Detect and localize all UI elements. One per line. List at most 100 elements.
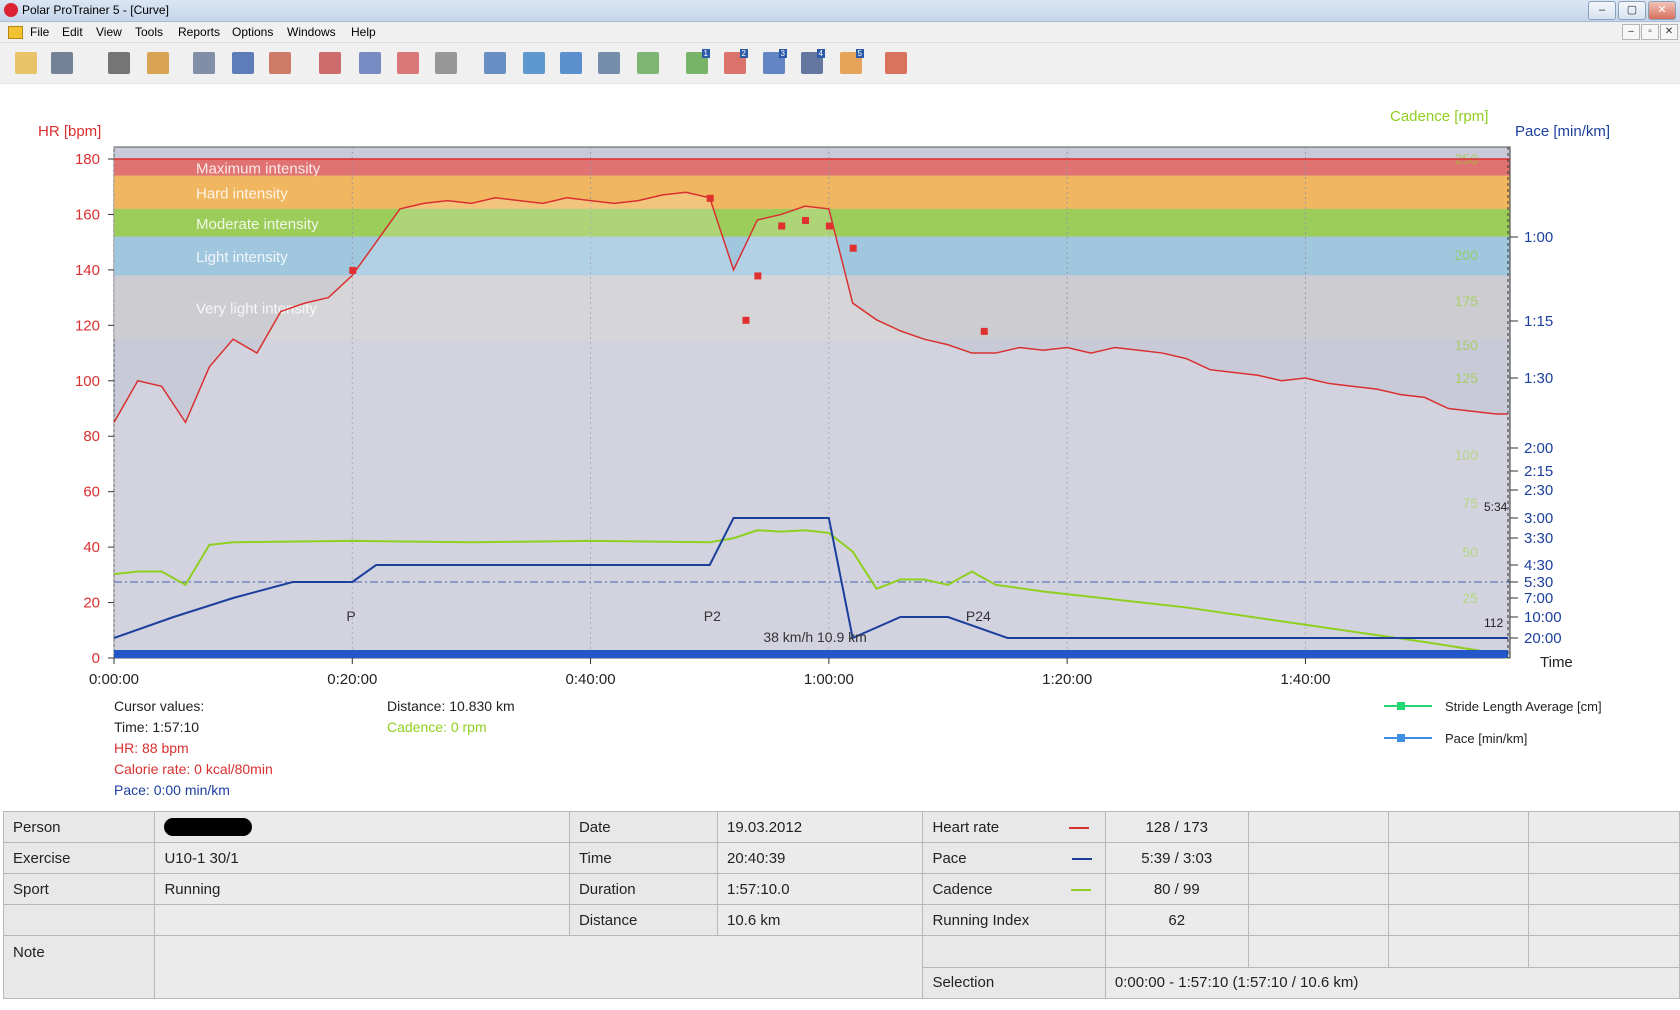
zoom-1-1-button[interactable] bbox=[481, 49, 509, 77]
duration-label: Duration bbox=[568, 873, 719, 905]
info-chart-icon bbox=[523, 52, 545, 74]
sport-3-button[interactable]: 3 bbox=[760, 49, 788, 77]
marker-button[interactable] bbox=[557, 49, 585, 77]
multi-curve-button[interactable] bbox=[634, 49, 662, 77]
zone-band bbox=[114, 208, 1510, 237]
hr-tick-label: 60 bbox=[83, 484, 100, 501]
pace-tick-label: 3:00 bbox=[1524, 510, 1553, 527]
table-view-button[interactable] bbox=[432, 49, 460, 77]
bar-view-button[interactable] bbox=[356, 49, 384, 77]
zone-band bbox=[114, 175, 1510, 209]
open-folder-icon bbox=[15, 52, 37, 74]
book-button[interactable] bbox=[229, 49, 257, 77]
minimize-button[interactable]: – bbox=[1588, 1, 1616, 20]
pace-swatch bbox=[1071, 857, 1092, 860]
legend-label: Stride Length Average [cm] bbox=[1445, 699, 1602, 714]
mdi-minimize-button[interactable]: – bbox=[1622, 24, 1640, 40]
sync-person-button[interactable] bbox=[105, 49, 133, 77]
time-axis-label: Time bbox=[1540, 654, 1573, 671]
save-disk-icon bbox=[51, 52, 73, 74]
zone-label: Very light intensity bbox=[196, 300, 317, 317]
exercise-value[interactable]: U10-1 30/1 bbox=[154, 842, 570, 874]
menu-options[interactable]: Options bbox=[232, 25, 274, 39]
empty-cell bbox=[1247, 904, 1389, 936]
cadence-tick-label: 125 bbox=[1455, 370, 1479, 386]
pace-value: 5:39 / 3:03 bbox=[1104, 842, 1249, 874]
mdi-restore-button[interactable]: ▫ bbox=[1641, 24, 1659, 40]
cadence-tick-label: 175 bbox=[1455, 293, 1479, 309]
hr-tick-label: 120 bbox=[75, 317, 100, 334]
empty-cell bbox=[1247, 811, 1389, 843]
menu-view[interactable]: View bbox=[96, 25, 122, 39]
menu-edit[interactable]: Edit bbox=[62, 25, 83, 39]
person-tip-button[interactable] bbox=[266, 49, 294, 77]
percent-view-button[interactable] bbox=[394, 49, 422, 77]
hr-tick-label: 20 bbox=[83, 595, 100, 612]
menu-tools[interactable]: Tools bbox=[135, 25, 164, 39]
bar-view-icon bbox=[359, 52, 381, 74]
close-button[interactable]: ✕ bbox=[1648, 1, 1676, 20]
note-field[interactable] bbox=[154, 935, 924, 999]
distance-label: Distance bbox=[568, 904, 719, 936]
sport-value[interactable]: Running bbox=[154, 873, 570, 905]
calendar-icon bbox=[193, 52, 215, 74]
settings-person-button[interactable] bbox=[144, 49, 172, 77]
sport-4-button[interactable]: 4 bbox=[798, 49, 826, 77]
menu-help[interactable]: Help bbox=[351, 25, 376, 39]
empty-cell bbox=[1387, 904, 1530, 936]
menu-file[interactable]: File bbox=[30, 25, 50, 39]
cursor-pace-readout: 5:34 bbox=[1484, 500, 1508, 514]
date-label: Date bbox=[568, 811, 719, 843]
hr-label-text: Heart rate bbox=[932, 818, 1000, 836]
hr-label: Heart rate bbox=[922, 811, 1106, 843]
hr-zone-marker bbox=[849, 244, 857, 252]
curve-view-button[interactable] bbox=[316, 49, 344, 77]
calendar-button[interactable] bbox=[190, 49, 218, 77]
document-icon[interactable] bbox=[8, 26, 23, 39]
sport-number: 3 bbox=[778, 49, 787, 58]
save-disk-button[interactable] bbox=[48, 49, 76, 77]
zone-label: Maximum intensity bbox=[196, 160, 321, 177]
sport-2-button[interactable]: 2 bbox=[721, 49, 749, 77]
hr-zone-marker bbox=[825, 222, 833, 230]
cadence-label: Cadence bbox=[922, 873, 1106, 905]
empty-cell bbox=[1528, 842, 1680, 874]
time-tick-label: 1:00:00 bbox=[804, 671, 854, 688]
empty-cell bbox=[1387, 842, 1530, 874]
maximize-button[interactable]: ▢ bbox=[1618, 1, 1646, 20]
sport-1-button[interactable]: 1 bbox=[683, 49, 711, 77]
person-tip-icon bbox=[269, 52, 291, 74]
time-tick-label: 0:20:00 bbox=[327, 671, 377, 688]
info-chart-button[interactable] bbox=[520, 49, 548, 77]
open-folder-button[interactable] bbox=[12, 49, 40, 77]
user-icon bbox=[885, 52, 907, 74]
hr-series-line[interactable] bbox=[113, 191, 1508, 424]
hr-zone-marker bbox=[802, 216, 810, 224]
zone-band bbox=[114, 275, 1510, 340]
menu-windows[interactable]: Windows bbox=[287, 25, 336, 39]
user-button[interactable] bbox=[882, 49, 910, 77]
pace-series-line[interactable] bbox=[113, 517, 1508, 640]
stopwatch-button[interactable] bbox=[595, 49, 623, 77]
sport-5-button[interactable]: 5 bbox=[837, 49, 865, 77]
pace-tick-label: 1:30 bbox=[1524, 370, 1553, 387]
cursor-hr: HR: 88 bpm bbox=[114, 740, 189, 756]
legend-marker bbox=[1397, 702, 1405, 710]
person-value[interactable] bbox=[154, 811, 570, 843]
curve-chart[interactable]: Maximum intensity Hard intensity Moderate … bbox=[0, 84, 1680, 804]
sport-number: 4 bbox=[816, 49, 825, 58]
menu-reports[interactable]: Reports bbox=[178, 25, 221, 39]
empty-cell bbox=[1247, 842, 1389, 874]
hr-zone-marker bbox=[980, 327, 988, 335]
sport-number: 1 bbox=[701, 49, 710, 58]
empty-cell bbox=[1528, 935, 1680, 968]
cadence-value: 80 / 99 bbox=[1104, 873, 1249, 905]
mdi-close-button[interactable]: ✕ bbox=[1660, 24, 1678, 40]
pace-tick-label: 1:00 bbox=[1524, 229, 1553, 246]
date-value: 19.03.2012 bbox=[716, 811, 924, 843]
stopwatch-icon bbox=[598, 52, 620, 74]
running-index-value: 62 bbox=[1104, 904, 1249, 936]
pace-tick-label: 3:30 bbox=[1524, 530, 1553, 547]
curve-view-icon bbox=[319, 52, 341, 74]
cadence-series-line[interactable] bbox=[113, 529, 1509, 659]
